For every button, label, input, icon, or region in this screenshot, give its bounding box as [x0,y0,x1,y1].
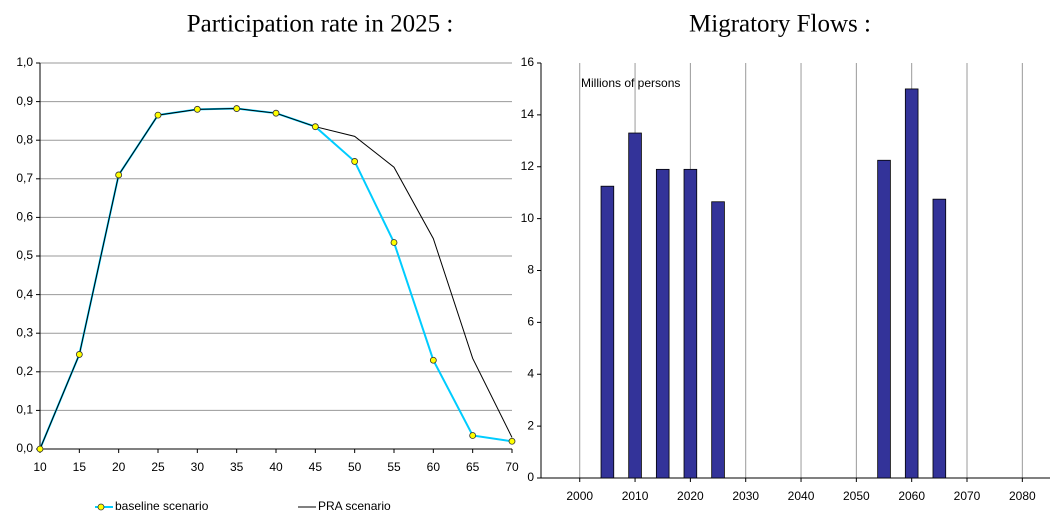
bar [877,159,891,479]
point [390,239,398,246]
x-tick-label: 2080 [1009,489,1036,503]
point [272,109,280,117]
y-tick-label: 0,4 [16,287,33,301]
x-tick-label: 2070 [954,489,981,503]
chart-title: Participation rate in 2025 : [187,11,454,38]
legend-label: PRA scenario [318,499,391,513]
point [115,171,123,179]
y-tick-label: 0,5 [16,248,33,262]
x-tick-label: 15 [73,460,87,474]
point [469,432,477,439]
y-tick-label: 4 [527,366,534,380]
x-tick-label: 25 [151,460,165,474]
x-tick-label: 2020 [677,489,704,503]
x-tick-label: 2030 [732,489,759,503]
x-tick-label: 2050 [843,489,870,503]
x-tick-label: 55 [387,460,401,474]
point [75,351,83,358]
x-tick-label: 2040 [788,489,815,503]
bar [683,168,698,479]
series-line [39,107,513,450]
point [193,105,201,113]
y-tick-label: 8 [527,263,534,277]
point [233,105,241,112]
point [351,158,359,165]
bar [655,168,670,479]
point [36,445,44,453]
y-tick-label: 0,7 [16,171,33,185]
y-tick-label: 0 [527,470,534,484]
point [429,356,437,364]
bar [711,201,725,479]
y-tick-label: 10 [521,211,535,225]
x-tick-label: 10 [33,460,47,474]
legend-label: baseline scenario [115,499,209,513]
chart-title: Migratory Flows : [689,11,871,38]
y-tick-label: 6 [527,315,534,329]
x-tick-label: 45 [309,460,323,474]
y-tick-label: 0,0 [16,441,33,455]
x-tick-label: 70 [505,460,519,474]
y-tick-label: 0,9 [16,94,33,108]
y-tick-label: 0,1 [16,403,33,417]
x-tick-label: 30 [191,460,205,474]
bar [932,198,947,479]
y-tick-label: 14 [521,107,535,121]
x-tick-label: 2010 [622,489,649,503]
x-tick-label: 60 [427,460,441,474]
y-tick-label: 16 [521,55,535,69]
x-tick-label: 2000 [566,489,593,503]
x-tick-label: 35 [230,460,244,474]
legend-marker [97,503,105,511]
series-line [39,108,513,450]
bar [600,185,615,479]
point [508,437,516,445]
annotation: Millions of persons [581,76,680,90]
x-tick-label: 40 [269,460,283,474]
y-tick-label: 0,2 [16,364,33,378]
y-tick-label: 2 [527,418,534,432]
x-tick-label: 65 [466,460,480,474]
bar [628,132,642,479]
y-tick-label: 0,8 [16,132,33,146]
y-tick-label: 1,0 [16,55,33,69]
x-tick-label: 50 [348,460,362,474]
x-tick-label: 20 [112,460,126,474]
point [311,123,319,131]
bar [904,88,919,479]
x-tick-label: 2060 [898,489,925,503]
y-tick-label: 12 [521,159,535,173]
point [154,111,162,119]
y-tick-label: 0,3 [16,325,33,339]
y-tick-label: 0,6 [16,210,33,224]
